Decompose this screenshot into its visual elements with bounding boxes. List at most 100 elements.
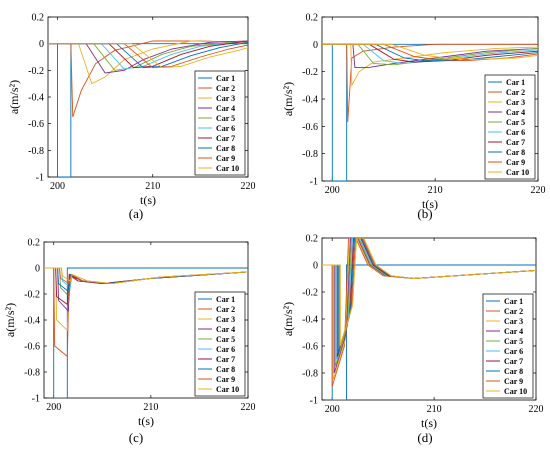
legend-entry: Car 6 — [216, 345, 235, 354]
series-group — [322, 43, 538, 181]
legend-entry: Car 8 — [216, 144, 235, 153]
legend-entry: Car 1 — [506, 78, 525, 87]
y-tick-label: -0.4 — [302, 95, 318, 106]
series-line-car-9 — [48, 43, 248, 69]
y-tick-label: -0.6 — [302, 342, 318, 353]
legend-entry: Car 7 — [216, 355, 235, 364]
y-tick-label: -1 — [32, 394, 40, 405]
legend-entry: Car 7 — [216, 134, 235, 143]
x-tick-label: 210 — [143, 402, 158, 413]
series-line-car-10 — [322, 43, 538, 60]
legend-entry: Car 4 — [504, 327, 523, 336]
y-tick-label: -0.2 — [302, 67, 318, 78]
x-tick-label: 210 — [427, 404, 442, 415]
chart-panel-3: 0.2 0 -0.2 -0.4 -0.6 -0.8 -1 200 210 220 a(m/s²) t(… — [3, 238, 256, 446]
series-group — [48, 40, 248, 177]
x-tick-label: 220 — [529, 404, 544, 415]
x-tick-label: 220 — [531, 185, 546, 196]
series-group — [44, 267, 248, 398]
legend-entry: Car 2 — [504, 307, 523, 316]
y-axis-label: a(m/s²) — [281, 82, 295, 116]
legend-entry: Car 1 — [504, 297, 523, 306]
legend-entry: Car 1 — [216, 295, 235, 304]
y-tick-label: 0 — [313, 261, 318, 272]
legend-entry: Car 9 — [216, 375, 235, 384]
y-tick-label: -0.2 — [28, 66, 44, 77]
x-axis-label: t(s) — [138, 414, 154, 428]
legend-entry: Car 5 — [216, 335, 235, 344]
legend-entry: Car 6 — [504, 347, 523, 356]
legend-entry: Car 3 — [504, 317, 523, 326]
y-tick-label: 0 — [39, 39, 44, 50]
y-tick-label: -0.4 — [302, 315, 318, 326]
x-tick-label: 220 — [241, 402, 256, 413]
series-group — [322, 238, 536, 400]
y-tick-label: -0.2 — [302, 288, 318, 299]
y-tick-label: -0.8 — [302, 149, 318, 160]
legend-entry: Car 3 — [216, 94, 235, 103]
y-tick-label: -1 — [36, 173, 44, 184]
x-tick-label: 200 — [46, 402, 61, 413]
y-axis-label: a(m/s²) — [7, 80, 21, 114]
legend-entry: Car 10 — [216, 385, 239, 394]
y-tick-label: 0 — [35, 264, 40, 275]
x-axis-label: t(s) — [140, 193, 156, 207]
x-axis-label: t(s) — [422, 197, 438, 211]
y-tick-label: -0.8 — [28, 146, 44, 157]
y-tick-label: -0.6 — [302, 122, 318, 133]
x-tick-label: 220 — [241, 181, 256, 192]
legend-entry: Car 7 — [504, 357, 523, 366]
legend-entry: Car 9 — [506, 158, 525, 167]
chart-panel-1: 0.2 0 -0.2 -0.4 -0.6 -0.8 -1 200 210 220 a(m/s²) t(… — [7, 13, 256, 222]
y-tick-label: -1 — [310, 396, 318, 407]
y-tick-label: -0.8 — [24, 368, 40, 379]
legend-entry: Car 3 — [216, 315, 235, 324]
legend-entry: Car 5 — [506, 118, 525, 127]
legend-entry: Car 10 — [506, 168, 529, 177]
x-tick-label: 200 — [325, 185, 340, 196]
legend-entry: Car 8 — [504, 367, 523, 376]
x-axis-label: t(s) — [421, 416, 437, 430]
y-tick-label: 0.2 — [28, 238, 41, 249]
series-line-car-3 — [322, 43, 538, 88]
legend-entry: Car 10 — [504, 387, 527, 396]
series-line-car-4 — [322, 43, 538, 69]
chart-panel-4: 0.2 0 -0.2 -0.4 -0.6 -0.8 -1 200 210 220 a(m/s²) t(… — [281, 234, 544, 446]
y-tick-label: -1 — [310, 177, 318, 188]
y-tick-label: -0.4 — [24, 316, 40, 327]
x-tick-label: 200 — [50, 181, 65, 192]
y-tick-label: -0.4 — [28, 93, 44, 104]
legend-entry: Car 6 — [506, 128, 525, 137]
y-axis-label: a(m/s²) — [3, 303, 17, 337]
chart-panel-2: 0.2 0 -0.2 -0.4 -0.6 -0.8 -1 200 210 220 a(m/s²) t(… — [281, 13, 546, 222]
legend-entry: Car 7 — [506, 138, 525, 147]
legend-entry: Car 9 — [504, 377, 523, 386]
y-tick-label: 0.2 — [306, 234, 319, 245]
panel-caption: (d) — [417, 430, 432, 445]
legend-entry: Car 1 — [216, 74, 235, 83]
panel-caption: (c) — [129, 430, 143, 445]
legend-entry: Car 5 — [216, 114, 235, 123]
panel-caption: (a) — [129, 206, 143, 221]
y-tick-label: -0.2 — [24, 290, 40, 301]
y-tick-label: 0 — [313, 40, 318, 51]
series-line-car-10 — [44, 267, 248, 285]
y-tick-label: 0.2 — [306, 13, 319, 24]
y-tick-label: 0.2 — [32, 13, 45, 24]
series-line-car-8 — [44, 267, 248, 293]
x-tick-label: 210 — [428, 185, 443, 196]
y-tick-label: -0.8 — [302, 369, 318, 380]
legend-entry: Car 3 — [506, 98, 525, 107]
legend-entry: Car 4 — [216, 104, 235, 113]
series-line-car-10 — [322, 238, 536, 347]
panel-caption: (b) — [417, 206, 432, 221]
y-tick-label: -0.6 — [24, 342, 40, 353]
series-line-car-3 — [48, 40, 248, 85]
series-line-car-4 — [48, 40, 248, 74]
legend-entry: Car 2 — [216, 84, 235, 93]
